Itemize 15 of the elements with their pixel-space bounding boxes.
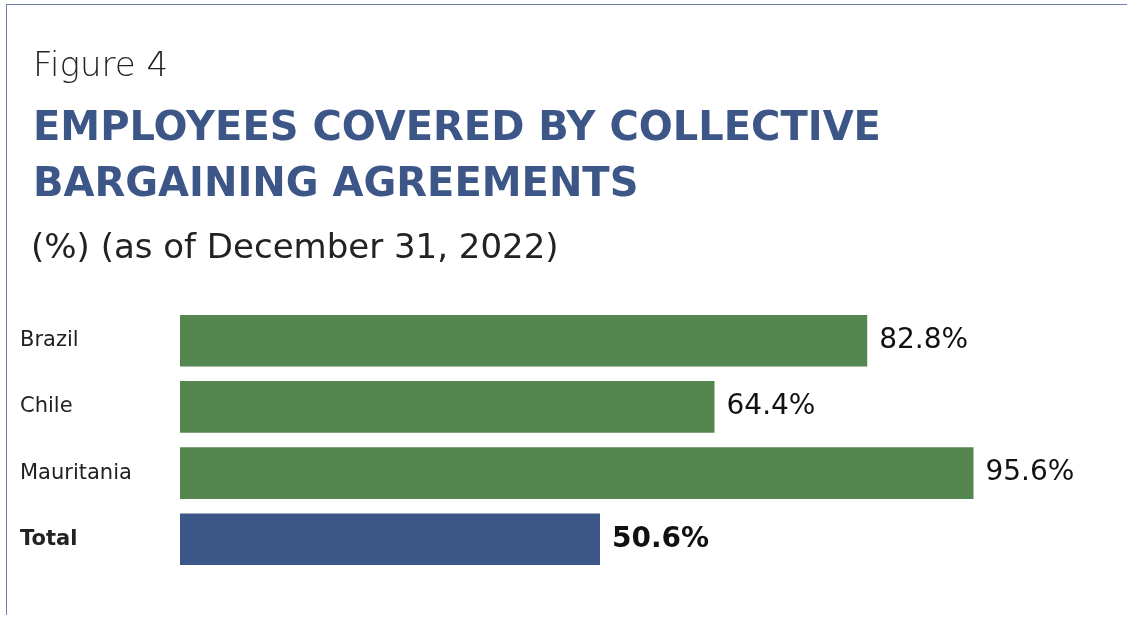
y-tick-label: Total xyxy=(20,525,78,550)
data-label: 82.8% xyxy=(879,321,969,355)
caption: Figure 4 xyxy=(33,44,169,84)
bar xyxy=(180,381,715,433)
y-tick-label: Brazil xyxy=(20,327,79,352)
data-label: 95.6% xyxy=(985,454,1075,488)
bar xyxy=(180,447,974,499)
bar xyxy=(180,314,868,367)
data-label: 50.6% xyxy=(611,520,710,554)
chart-subtitle: (%) (as of December 31, 2022) xyxy=(31,226,559,266)
y-tick-label: Chile xyxy=(20,393,73,418)
chart-title: EMPLOYEES COVERED BY COLLECTIVE BARGAINING AGREEMENTS xyxy=(33,102,882,207)
y-tick-label: Mauritania xyxy=(20,459,132,484)
bar xyxy=(180,513,600,566)
data-label: 64.4% xyxy=(726,388,816,422)
